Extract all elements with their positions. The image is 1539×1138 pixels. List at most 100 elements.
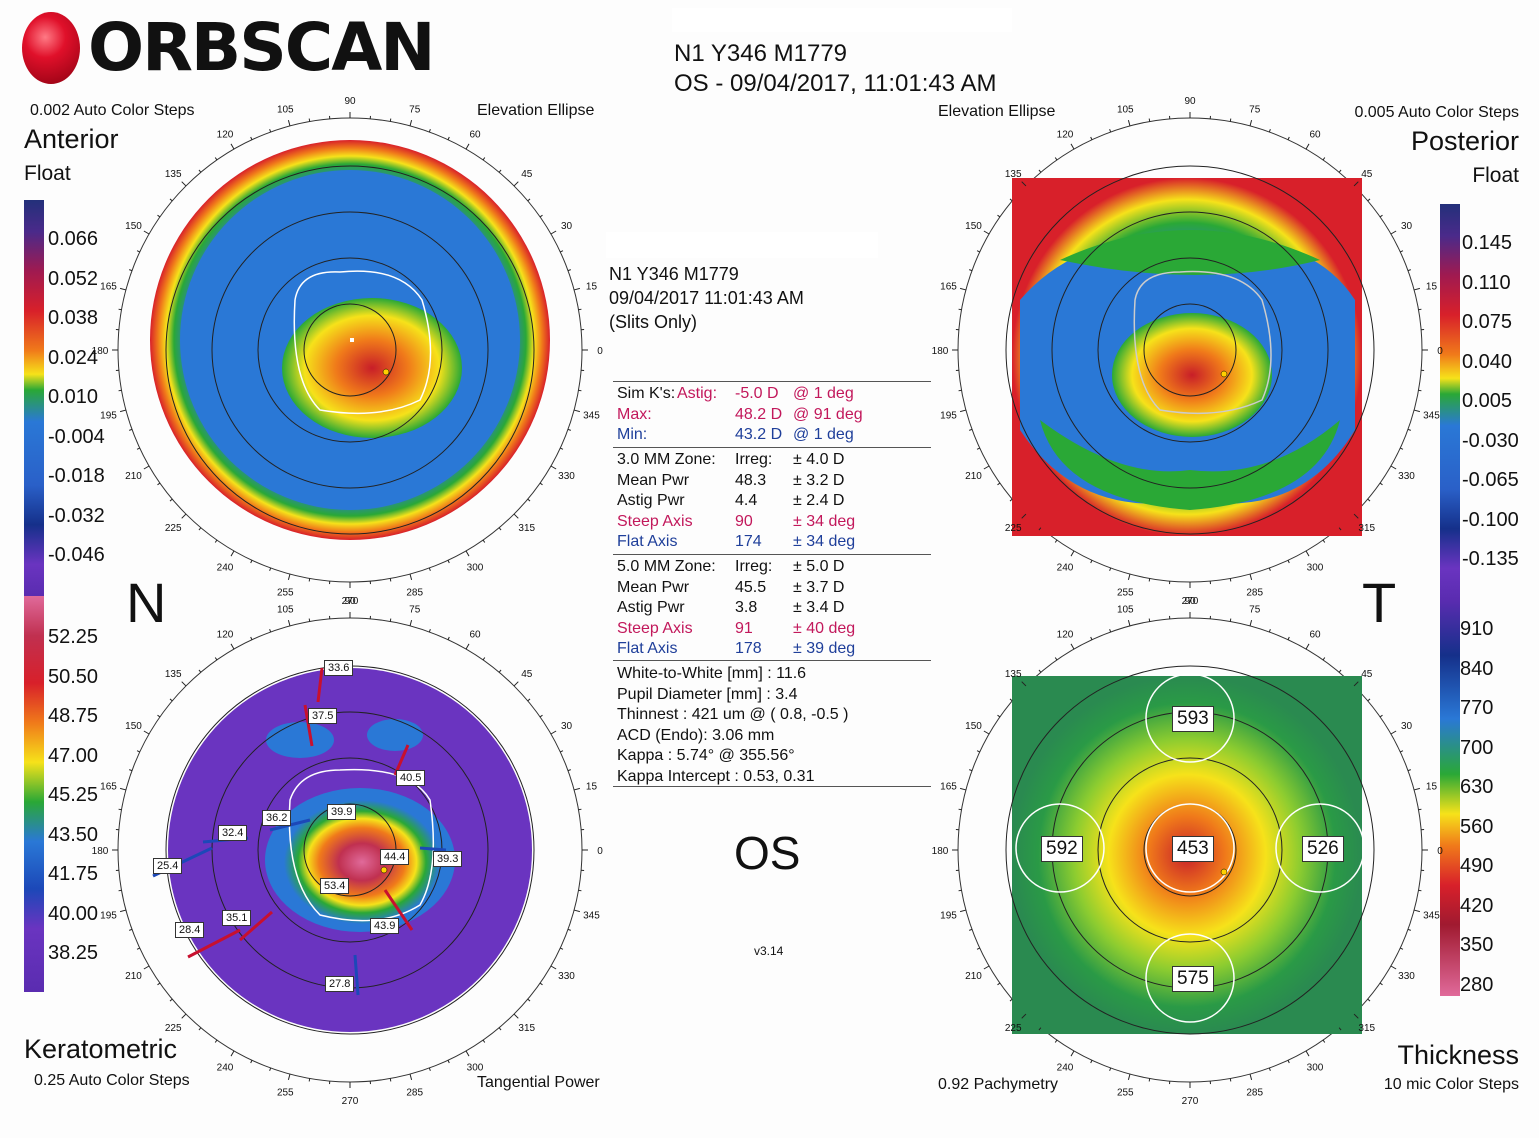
degree-tick — [1090, 636, 1093, 640]
keratometric-scale-label: 38.25 — [48, 942, 99, 964]
degree-tick — [119, 287, 127, 291]
info-row: Flat Axis 174 ± 34 deg — [617, 532, 933, 553]
kera-value-label: 36.2 — [262, 810, 292, 826]
info-label: Mean Pwr — [617, 471, 690, 489]
degree-tick — [1021, 513, 1027, 519]
degree-label: 330 — [558, 471, 575, 482]
nasal-label: N — [126, 571, 167, 634]
info-value: 48.3 — [735, 471, 767, 489]
degree-tick — [1054, 539, 1058, 543]
degree-tick — [181, 513, 187, 519]
degree-tick — [1413, 409, 1421, 413]
degree-label: 30 — [1401, 721, 1413, 732]
degree-tick — [550, 965, 557, 970]
degree-tick — [409, 1073, 413, 1081]
degree-label: 105 — [1117, 105, 1134, 116]
thickness-scale-label: 560 — [1460, 815, 1494, 838]
degree-tick — [119, 909, 127, 913]
degree-tick — [1407, 269, 1411, 272]
degree-tick — [976, 947, 980, 950]
degree-tick — [1418, 808, 1422, 811]
degree-tick — [1109, 629, 1112, 633]
degree-tick — [482, 657, 486, 661]
degree-tick — [1305, 550, 1310, 557]
degree-tick — [1148, 1078, 1151, 1082]
keratometric-steps: 0.25 Auto Color Steps — [34, 1072, 190, 1089]
degree-label: 135 — [1005, 669, 1022, 680]
degree-tick — [1353, 1013, 1359, 1019]
divider — [613, 786, 931, 787]
keratometric-scale-label: 41.75 — [48, 863, 99, 885]
info-label2: Astig: — [677, 385, 718, 402]
degree-label: 45 — [521, 669, 533, 680]
degree-tick — [1268, 129, 1271, 133]
info-extra: ± 34 deg — [793, 512, 856, 530]
degree-tick — [976, 750, 980, 753]
degree-tick — [214, 157, 218, 161]
zone5-block: 5.0 MM Zone: Irreg: ± 5.0 D Mean Pwr 45.5 ± 3… — [617, 557, 933, 660]
thickness-scale-label: 700 — [1460, 736, 1494, 759]
degree-tick — [1379, 982, 1383, 986]
degree-tick — [1021, 181, 1027, 187]
degree-tick — [269, 129, 272, 133]
measure-line: Thinnest : 421 um @ ( 0.8, -0.5 ) — [617, 706, 849, 723]
degree-tick — [1009, 498, 1013, 502]
degree-tick — [1367, 998, 1371, 1002]
degree-tick — [1090, 136, 1093, 140]
degree-tick — [308, 118, 311, 122]
degree-tick — [482, 539, 486, 543]
degree-tick — [527, 998, 531, 1002]
degree-tick — [997, 214, 1001, 218]
degree-label: 240 — [1057, 563, 1074, 574]
info-row: 3.0 MM Zone: Irreg: ± 4.0 D — [617, 450, 933, 471]
keratometric-scale-label: 45.25 — [48, 784, 99, 806]
posterior-scale-label: 0.040 — [1462, 350, 1513, 373]
degree-tick — [250, 1060, 253, 1064]
degree-tick — [1338, 169, 1342, 173]
degree-tick — [539, 982, 543, 986]
degree-label: 150 — [965, 221, 982, 232]
degree-tick — [118, 889, 122, 892]
info-row: Mean Pwr 45.5 ± 3.7 D — [617, 578, 933, 599]
degree-label: 15 — [1426, 781, 1438, 792]
kera-value-label: 25.4 — [153, 858, 183, 874]
degree-tick — [567, 769, 571, 772]
degree-tick — [389, 1078, 392, 1082]
kera-value-label: 28.4 — [175, 922, 205, 938]
degree-tick — [1249, 119, 1253, 127]
posterior-title: Posterior — [1410, 126, 1519, 156]
degree-tick — [269, 629, 272, 633]
degree-tick — [1367, 698, 1371, 702]
degree-tick — [1021, 1013, 1027, 1019]
degree-tick — [389, 578, 392, 582]
zone3-block: 3.0 MM Zone: Irreg: ± 4.0 D Mean Pwr 48.3 ± 3… — [617, 450, 933, 553]
degree-tick — [230, 1050, 235, 1057]
divider — [613, 447, 931, 448]
degree-tick — [1109, 567, 1112, 571]
degree-label: 285 — [406, 1087, 423, 1098]
degree-tick — [198, 527, 202, 531]
info-row: Steep Axis 91 ± 40 deg — [617, 619, 933, 640]
degree-tick — [1148, 118, 1151, 122]
thickness-scale-label: 420 — [1460, 894, 1494, 917]
degree-tick — [389, 618, 392, 622]
posterior-scale-label: -0.100 — [1462, 508, 1519, 531]
degree-tick — [1109, 1067, 1112, 1071]
degree-tick — [983, 230, 990, 235]
anterior-color-scale — [24, 200, 44, 596]
thickness-title: Thickness — [1397, 1040, 1519, 1070]
degree-label: 165 — [100, 781, 117, 792]
degree-tick — [1054, 657, 1058, 661]
degree-tick — [250, 560, 253, 564]
degree-label: 45 — [521, 169, 533, 180]
info-value: 3.8 — [735, 599, 758, 616]
degree-tick — [959, 787, 967, 791]
temporal-label: T — [1362, 571, 1397, 634]
anterior-scale-label: 0.052 — [48, 267, 99, 290]
info-extra: ± 5.0 D — [793, 558, 845, 575]
degree-tick — [1268, 629, 1271, 633]
info-label: Astig Pwr — [617, 492, 685, 509]
posterior-scale-label: -0.065 — [1462, 469, 1519, 491]
info-extra: ± 39 deg — [793, 640, 856, 657]
degree-tick — [129, 269, 133, 272]
